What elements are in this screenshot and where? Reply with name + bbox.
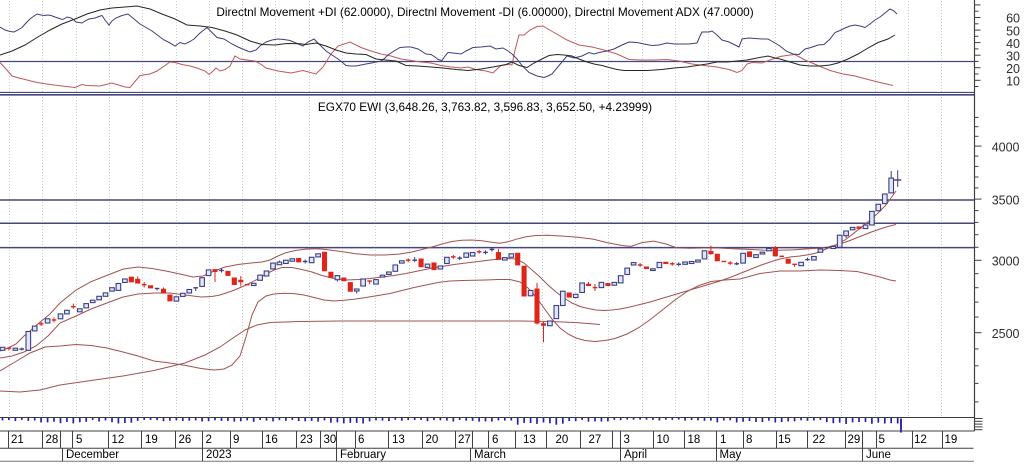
svg-text:2: 2 — [206, 434, 212, 446]
svg-text:Directnl Movement +DI (62.0000: Directnl Movement +DI (62.0000), Directn… — [216, 5, 753, 19]
svg-text:6: 6 — [358, 434, 364, 446]
svg-text:12: 12 — [112, 434, 125, 446]
svg-text:June: June — [866, 449, 891, 461]
svg-text:3: 3 — [624, 434, 630, 446]
svg-text:5: 5 — [76, 434, 82, 446]
svg-text:10: 10 — [1006, 75, 1020, 89]
svg-text:8: 8 — [746, 434, 752, 446]
svg-text:March: March — [474, 449, 506, 461]
svg-text:21: 21 — [11, 434, 24, 446]
svg-text:May: May — [720, 449, 742, 461]
svg-text:26: 26 — [179, 434, 192, 446]
svg-text:9: 9 — [233, 434, 239, 446]
svg-text:10: 10 — [657, 434, 670, 446]
svg-text:20: 20 — [426, 434, 439, 446]
svg-text:23: 23 — [300, 434, 313, 446]
svg-text:12: 12 — [914, 434, 927, 446]
svg-text:February: February — [340, 449, 386, 461]
svg-text:13: 13 — [523, 434, 536, 446]
svg-text:6: 6 — [492, 434, 498, 446]
svg-text:28: 28 — [46, 434, 59, 446]
svg-text:3000: 3000 — [992, 255, 1020, 269]
svg-text:2023: 2023 — [206, 449, 232, 461]
svg-text:27: 27 — [589, 434, 602, 446]
svg-text:4000: 4000 — [992, 140, 1020, 154]
svg-text:30: 30 — [324, 434, 337, 446]
svg-text:1: 1 — [720, 434, 726, 446]
svg-text:2500: 2500 — [992, 327, 1020, 341]
svg-text:29: 29 — [848, 434, 861, 446]
svg-text:19: 19 — [145, 434, 158, 446]
svg-text:19: 19 — [945, 434, 958, 446]
svg-text:18: 18 — [688, 434, 701, 446]
svg-text:15: 15 — [778, 434, 791, 446]
svg-text:December: December — [66, 449, 119, 461]
svg-text:50: 50 — [1006, 24, 1020, 38]
svg-text:16: 16 — [265, 434, 278, 446]
svg-text:22: 22 — [813, 434, 826, 446]
svg-text:April: April — [624, 449, 647, 461]
svg-text:20: 20 — [1006, 62, 1020, 76]
svg-text:30: 30 — [1006, 49, 1020, 63]
svg-text:5: 5 — [879, 434, 885, 446]
svg-text:EGX70 EWI (3,648.26, 3,763.82,: EGX70 EWI (3,648.26, 3,763.82, 3,596.83,… — [318, 100, 652, 114]
svg-text:13: 13 — [392, 434, 405, 446]
svg-text:60: 60 — [1006, 12, 1020, 26]
svg-text:3500: 3500 — [992, 193, 1020, 207]
svg-text:40: 40 — [1006, 37, 1020, 51]
svg-text:27: 27 — [458, 434, 471, 446]
svg-text:20: 20 — [556, 434, 569, 446]
